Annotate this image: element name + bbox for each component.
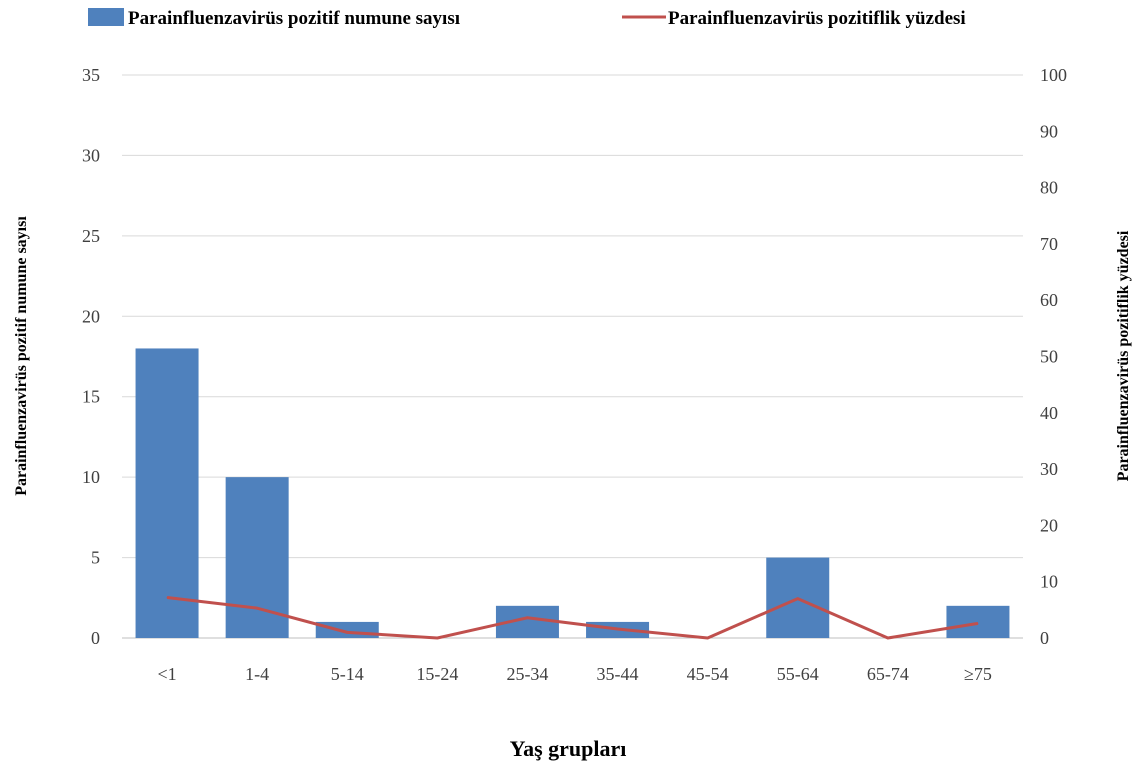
y-tick-label: 25 <box>82 226 100 246</box>
x-tick-label: 65-74 <box>867 664 909 684</box>
percentage-line <box>166 595 979 640</box>
line-point <box>617 628 619 630</box>
y2-tick-label: 0 <box>1040 628 1049 648</box>
x-tick-label: 55-64 <box>777 664 819 684</box>
x-tick-label: <1 <box>157 664 176 684</box>
x-tick-label: ≥75 <box>964 664 992 684</box>
x-axis-title: Yaş grupları <box>510 736 627 761</box>
y-axis-title: Parainfluenzavirüs pozitif numune sayısı <box>13 216 30 496</box>
y2-tick-label: 40 <box>1040 403 1058 423</box>
line-point <box>977 622 979 624</box>
x-tick-label: 35-44 <box>597 664 639 684</box>
x-tick-label: 1-4 <box>245 664 269 684</box>
right-axis-ticks: 0 10 20 30 40 50 60 70 80 90 100 <box>1040 65 1067 648</box>
x-tick-label: 15-24 <box>416 664 458 684</box>
x-tick-label: 25-34 <box>506 664 548 684</box>
y2-tick-label: 80 <box>1040 178 1058 198</box>
line-point <box>166 596 168 598</box>
line-point <box>436 637 438 639</box>
y-tick-label: 20 <box>82 306 100 326</box>
x-tick-label: 5-14 <box>331 664 364 684</box>
y-tick-label: 5 <box>91 548 100 568</box>
left-axis-ticks: 0 5 10 15 20 25 30 35 <box>82 65 100 648</box>
y2-axis-title: Parainfluenzavirüs pozitiflik yüzdesi <box>1115 230 1132 481</box>
line-point <box>256 607 258 609</box>
line-point <box>797 598 799 600</box>
y-tick-label: 35 <box>82 65 100 85</box>
bar <box>946 605 1010 638</box>
y2-tick-label: 50 <box>1040 347 1058 367</box>
y-tick-label: 10 <box>82 467 100 487</box>
y2-tick-label: 30 <box>1040 459 1058 479</box>
legend-label-line: Parainfluenzavirüs pozitiflik yüzdesi <box>668 8 966 29</box>
line-point <box>887 637 889 639</box>
legend-label-bar: Parainfluenzavirüs pozitif numune sayısı <box>128 8 460 29</box>
bar <box>135 348 199 638</box>
line-series <box>166 595 979 640</box>
line-point <box>346 631 348 633</box>
y2-tick-label: 90 <box>1040 121 1058 141</box>
bar-series <box>135 348 1010 638</box>
y2-tick-label: 100 <box>1040 65 1067 85</box>
y-tick-label: 30 <box>82 145 100 165</box>
bar <box>225 477 289 638</box>
line-point <box>526 617 528 619</box>
x-axis-ticks: <1 1-4 5-14 15-24 25-34 35-44 45-54 55-64 65-74 ≥… <box>157 664 991 684</box>
y2-tick-label: 10 <box>1040 572 1058 592</box>
y-tick-label: 0 <box>91 628 100 648</box>
y2-tick-label: 20 <box>1040 515 1058 535</box>
y-tick-label: 15 <box>82 387 100 407</box>
line-point <box>707 637 709 639</box>
y2-tick-label: 60 <box>1040 290 1058 310</box>
legend: Parainfluenzavirüs pozitif numune sayısı… <box>88 8 966 29</box>
x-tick-label: 45-54 <box>687 664 729 684</box>
y2-tick-label: 70 <box>1040 234 1058 254</box>
bar <box>315 621 379 638</box>
legend-swatch-bar <box>88 8 124 26</box>
